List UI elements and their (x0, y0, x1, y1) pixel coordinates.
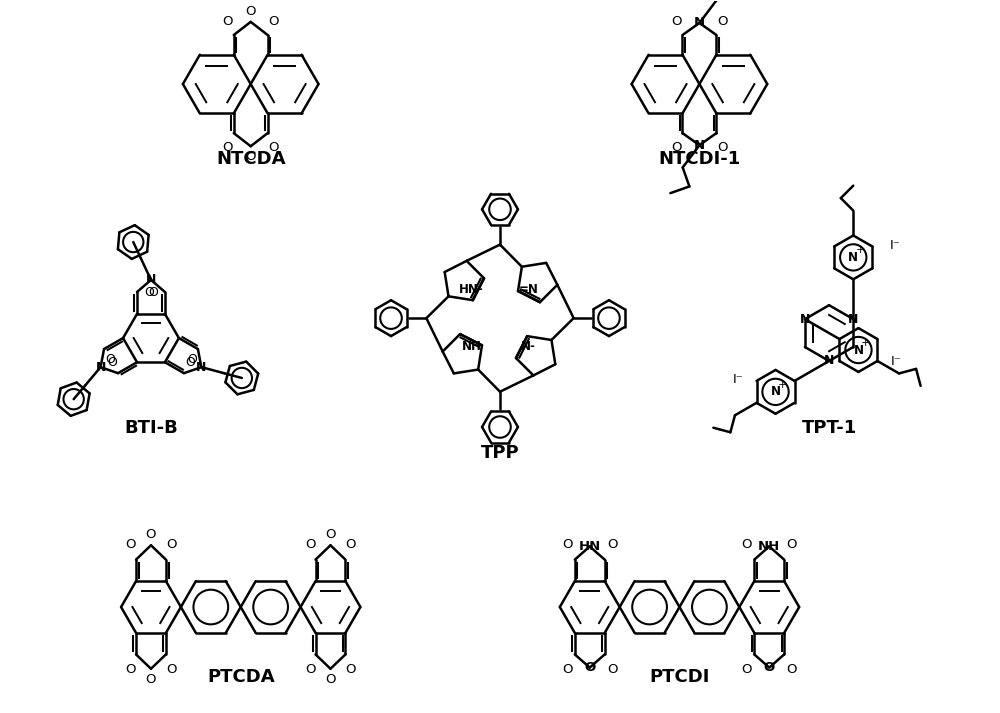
Text: N: N (196, 361, 207, 374)
Text: O: O (562, 538, 573, 551)
Text: N: N (848, 312, 858, 326)
Text: O: O (717, 14, 728, 28)
Text: O: O (187, 353, 197, 366)
Text: O: O (144, 285, 154, 299)
Text: O: O (325, 528, 336, 541)
Text: O: O (786, 538, 797, 551)
Text: O: O (185, 356, 195, 369)
Text: O: O (105, 353, 115, 366)
Text: O: O (742, 538, 752, 551)
Text: O: O (717, 140, 728, 153)
Text: N: N (694, 138, 705, 152)
Text: N: N (694, 16, 705, 29)
Text: NH: NH (758, 540, 780, 553)
Text: +: + (861, 338, 870, 348)
Text: O: O (269, 140, 279, 153)
Text: O: O (786, 663, 797, 676)
Text: O: O (305, 538, 315, 551)
Text: O: O (146, 673, 156, 686)
Text: TPP: TPP (481, 443, 519, 461)
Text: O: O (584, 661, 595, 674)
Text: N: N (800, 312, 810, 326)
Text: O: O (245, 150, 256, 163)
Text: O: O (305, 663, 315, 676)
Text: +: + (778, 380, 787, 390)
Text: O: O (671, 140, 682, 153)
Text: PTCDA: PTCDA (207, 668, 275, 686)
Text: I⁻: I⁻ (890, 239, 901, 252)
Text: O: O (764, 661, 775, 674)
Text: I⁻: I⁻ (732, 374, 743, 386)
Text: BTI-B: BTI-B (124, 419, 178, 437)
Text: HN-: HN- (459, 283, 484, 296)
Text: N: N (853, 344, 863, 356)
Text: TPT-1: TPT-1 (801, 419, 857, 437)
Text: O: O (325, 673, 336, 686)
Text: O: O (146, 528, 156, 541)
Text: +: + (856, 245, 865, 255)
Text: N: N (95, 361, 106, 374)
Text: N: N (146, 274, 156, 287)
Text: PTCDI: PTCDI (649, 668, 710, 686)
Text: =N: =N (519, 283, 538, 296)
Text: O: O (346, 663, 356, 676)
Text: O: O (346, 538, 356, 551)
Text: N: N (771, 385, 781, 399)
Text: N: N (848, 251, 858, 264)
Text: NTCDA: NTCDA (216, 150, 285, 168)
Text: O: O (607, 663, 617, 676)
Text: O: O (222, 14, 233, 28)
Text: O: O (222, 140, 233, 153)
Text: O: O (166, 663, 177, 676)
Text: O: O (607, 538, 617, 551)
Text: O: O (562, 663, 573, 676)
Text: O: O (671, 14, 682, 28)
Text: O: O (148, 285, 158, 299)
Text: NH: NH (462, 340, 481, 353)
Text: NTCDI-1: NTCDI-1 (658, 150, 741, 168)
Text: N-: N- (521, 340, 536, 353)
Text: N: N (824, 354, 834, 367)
Text: HN: HN (579, 540, 601, 553)
Text: O: O (742, 663, 752, 676)
Text: O: O (107, 356, 117, 369)
Text: O: O (125, 663, 136, 676)
Text: O: O (269, 14, 279, 28)
Text: O: O (125, 538, 136, 551)
Text: I⁻: I⁻ (891, 356, 902, 369)
Text: O: O (245, 6, 256, 19)
Text: O: O (166, 538, 177, 551)
